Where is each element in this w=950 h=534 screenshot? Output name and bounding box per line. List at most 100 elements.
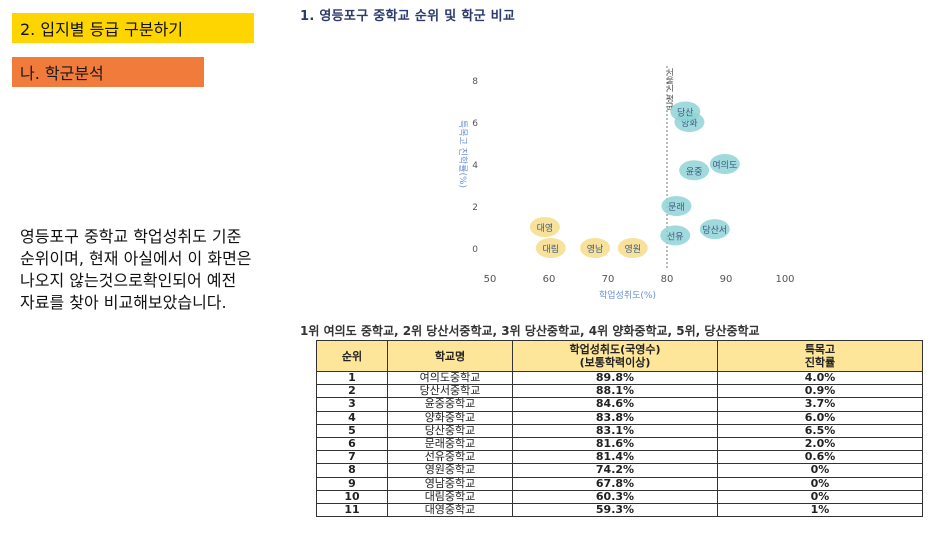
cell-school: 선유중학교 xyxy=(387,450,513,465)
header-achievement: 학업성취도(국영수) (보통학력이상) xyxy=(512,340,718,372)
ranking-table: 순위 학교명 학업성취도(국영수) (보통학력이상) 특목고 진학률 1 여의도중… xyxy=(316,340,923,518)
data-point-label: 대영 xyxy=(537,223,554,234)
cell-special-rate: 4.0% xyxy=(717,370,923,386)
x-tick-label: 70 xyxy=(602,274,615,285)
table-row: 1 여의도중학교 89.8% 4.0% xyxy=(316,370,923,386)
cell-achievement: 89.8% xyxy=(512,370,718,386)
cell-special-rate: 1% xyxy=(717,502,923,518)
data-point-label: 영남 xyxy=(587,244,604,255)
cell-rank: 11 xyxy=(316,502,388,518)
data-point-label: 여의도 xyxy=(712,159,737,171)
cell-rank: 10 xyxy=(316,489,388,504)
data-point xyxy=(679,160,710,181)
cell-school: 윤중중학교 xyxy=(387,397,513,412)
data-point xyxy=(670,101,701,122)
data-point xyxy=(661,196,692,216)
header-rank: 순위 xyxy=(316,340,388,372)
header-school: 학교명 xyxy=(387,340,513,372)
cell-rank: 6 xyxy=(316,436,388,452)
section-heading: 2. 입지별 등급 구분하기 xyxy=(12,13,254,43)
x-tick-label: 50 xyxy=(484,274,497,285)
cell-special-rate: 0.6% xyxy=(717,450,923,465)
cell-achievement: 88.1% xyxy=(512,384,718,399)
cell-school: 대영중학교 xyxy=(387,502,513,518)
cell-special-rate: 6.5% xyxy=(717,423,923,438)
y-tick-label: 4 xyxy=(472,161,478,171)
table-row: 6 문래중학교 81.6% 2.0% xyxy=(316,436,923,452)
cell-achievement: 81.4% xyxy=(512,450,718,465)
data-point xyxy=(709,154,740,174)
data-point-label: 문래 xyxy=(668,202,685,213)
cell-school: 당산서중학교 xyxy=(387,384,513,399)
data-point xyxy=(660,225,691,246)
data-point xyxy=(535,238,566,258)
cell-school: 대림중학교 xyxy=(387,489,513,504)
cell-achievement: 74.2% xyxy=(512,463,718,478)
cell-rank: 3 xyxy=(316,397,388,412)
data-point xyxy=(699,219,730,240)
data-point-label: 당산서 xyxy=(702,225,727,236)
data-point-label: 당산 xyxy=(677,108,694,119)
table-row: 5 당산중학교 83.1% 6.5% xyxy=(316,423,923,438)
table-row: 7 선유중학교 81.4% 0.6% xyxy=(316,450,923,465)
cell-rank: 4 xyxy=(316,410,388,425)
data-point-label: 양화 xyxy=(681,118,698,129)
cell-achievement: 83.1% xyxy=(512,423,718,438)
data-point-label: 대림 xyxy=(542,243,559,255)
cell-special-rate: 0% xyxy=(717,476,923,491)
cell-achievement: 83.8% xyxy=(512,410,718,425)
x-tick-label: 100 xyxy=(775,274,794,285)
table-row: 4 양화중학교 83.8% 6.0% xyxy=(316,410,923,425)
scatter-chart: 50 60 70 80 90 100 0 2 4 6 8 학업성취도(%) 특목고 진학률(%) 서울시 … xyxy=(457,66,795,300)
header-special-rate: 특목고 진학률 xyxy=(717,340,923,372)
table-header-row: 순위 학교명 학업성취도(국영수) (보통학력이상) 특목고 진학률 xyxy=(316,340,923,372)
cell-rank: 7 xyxy=(316,450,388,465)
cell-school: 영원중학교 xyxy=(387,463,513,478)
table-row: 9 영남중학교 67.8% 0% xyxy=(316,476,923,491)
cell-school: 당산중학교 xyxy=(387,423,513,438)
cell-rank: 2 xyxy=(316,384,388,399)
x-tick-label: 80 xyxy=(661,274,674,285)
cell-achievement: 81.6% xyxy=(512,436,718,452)
data-point-label: 선유 xyxy=(667,231,684,242)
data-point xyxy=(580,238,611,258)
cell-special-rate: 0.9% xyxy=(717,384,923,399)
cell-school: 여의도중학교 xyxy=(387,370,513,386)
cell-rank: 5 xyxy=(316,423,388,438)
cell-special-rate: 2.0% xyxy=(717,436,923,452)
y-axis-label: 특목고 진학률(%) xyxy=(457,120,468,188)
x-axis-label: 학업성취도(%) xyxy=(599,290,656,300)
ranking-summary: 1위 여의도 중학교, 2위 당산서중학교, 3위 당산중학교, 4위 양화중학… xyxy=(300,324,760,338)
cell-rank: 1 xyxy=(316,370,388,386)
cell-special-rate: 6.0% xyxy=(717,410,923,425)
data-point xyxy=(617,238,648,258)
y-tick-label: 0 xyxy=(472,245,478,255)
x-tick-label: 90 xyxy=(720,274,733,285)
data-point-label: 영원 xyxy=(624,244,641,255)
table-row: 10 대림중학교 60.3% 0% xyxy=(316,489,923,504)
table-row: 11 대영중학교 59.3% 1% xyxy=(316,502,923,518)
chart-title: 1. 영등포구 중학교 순위 및 학군 비교 xyxy=(300,9,516,24)
data-point xyxy=(529,217,560,237)
x-tick-label: 60 xyxy=(543,274,556,285)
cell-rank: 9 xyxy=(316,476,388,491)
cell-special-rate: 0% xyxy=(717,463,923,478)
table-row: 2 당산서중학교 88.1% 0.9% xyxy=(316,384,923,399)
subsection-heading: 나. 학군분석 xyxy=(12,57,204,87)
data-point-label: 윤중 xyxy=(686,166,703,177)
cell-school: 문래중학교 xyxy=(387,436,513,452)
cell-achievement: 67.8% xyxy=(512,476,718,491)
table-row: 8 영원중학교 74.2% 0% xyxy=(316,463,923,478)
cell-achievement: 84.6% xyxy=(512,397,718,412)
y-tick-label: 6 xyxy=(472,119,478,129)
y-tick-label: 8 xyxy=(472,77,478,87)
cell-special-rate: 0% xyxy=(717,489,923,504)
cell-achievement: 60.3% xyxy=(512,489,718,504)
cell-rank: 8 xyxy=(316,463,388,478)
cell-school: 영남중학교 xyxy=(387,476,513,491)
y-tick-label: 2 xyxy=(472,203,478,213)
cell-school: 양화중학교 xyxy=(387,410,513,425)
cell-achievement: 59.3% xyxy=(512,502,718,518)
description-text: 영등포구 중학교 학업성취도 기준 순위이며, 현재 아실에서 이 화면은 나오… xyxy=(20,227,252,312)
reference-line-label: 서울시 평균 xyxy=(666,68,675,111)
